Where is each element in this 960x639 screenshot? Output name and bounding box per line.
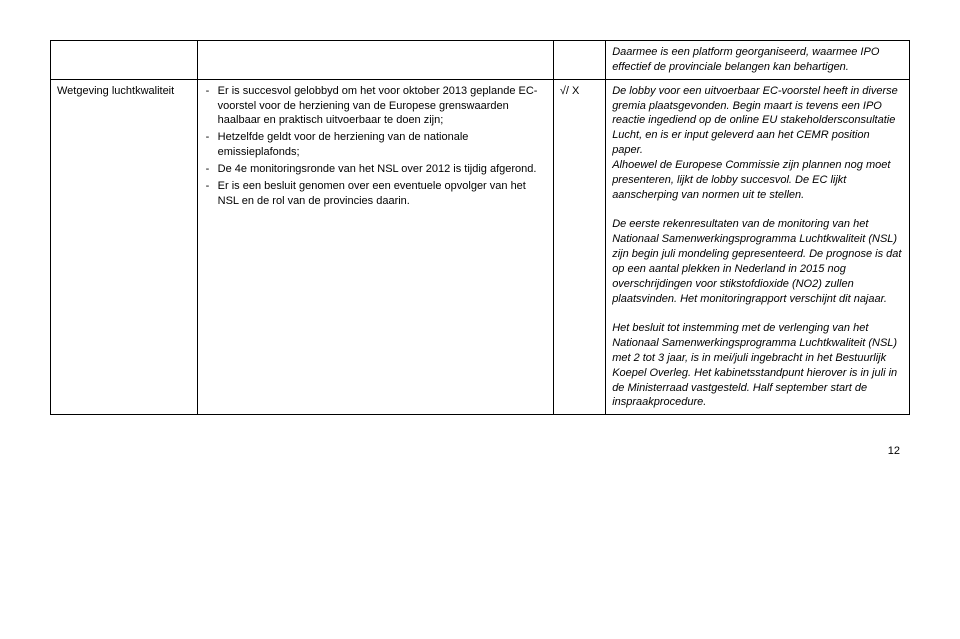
para: De eerste rekenresultaten van de monitor… xyxy=(612,217,903,306)
cell-note: Daarmee is een platform georganiseerd, w… xyxy=(606,41,910,80)
cell-empty xyxy=(51,41,198,80)
table-row: Wetgeving luchtkwaliteit Er is succesvol… xyxy=(51,79,910,415)
para: Het besluit tot instemming met de verlen… xyxy=(612,321,903,410)
document-table: Daarmee is een platform georganiseerd, w… xyxy=(50,40,910,415)
list-item: Er is succesvol gelobbyd om het voor okt… xyxy=(204,84,547,129)
cell-empty xyxy=(197,41,553,80)
para: De lobby voor een uitvoerbaar EC-voorste… xyxy=(612,84,903,158)
list-item: Hetzelfde geldt voor de herziening van d… xyxy=(204,130,547,160)
cell-topic: Wetgeving luchtkwaliteit xyxy=(51,79,198,415)
cell-empty xyxy=(553,41,605,80)
cell-actions: Er is succesvol gelobbyd om het voor okt… xyxy=(197,79,553,415)
action-list: Er is succesvol gelobbyd om het voor okt… xyxy=(204,84,547,209)
table-row: Daarmee is een platform georganiseerd, w… xyxy=(51,41,910,80)
list-item: Er is een besluit genomen over een event… xyxy=(204,179,547,209)
page-number: 12 xyxy=(50,445,910,457)
para: Alhoewel de Europese Commissie zijn plan… xyxy=(612,158,903,203)
list-item: De 4e monitoringsronde van het NSL over … xyxy=(204,162,547,177)
cell-status: √/ X xyxy=(553,79,605,415)
cell-explanation: De lobby voor een uitvoerbaar EC-voorste… xyxy=(606,79,910,415)
